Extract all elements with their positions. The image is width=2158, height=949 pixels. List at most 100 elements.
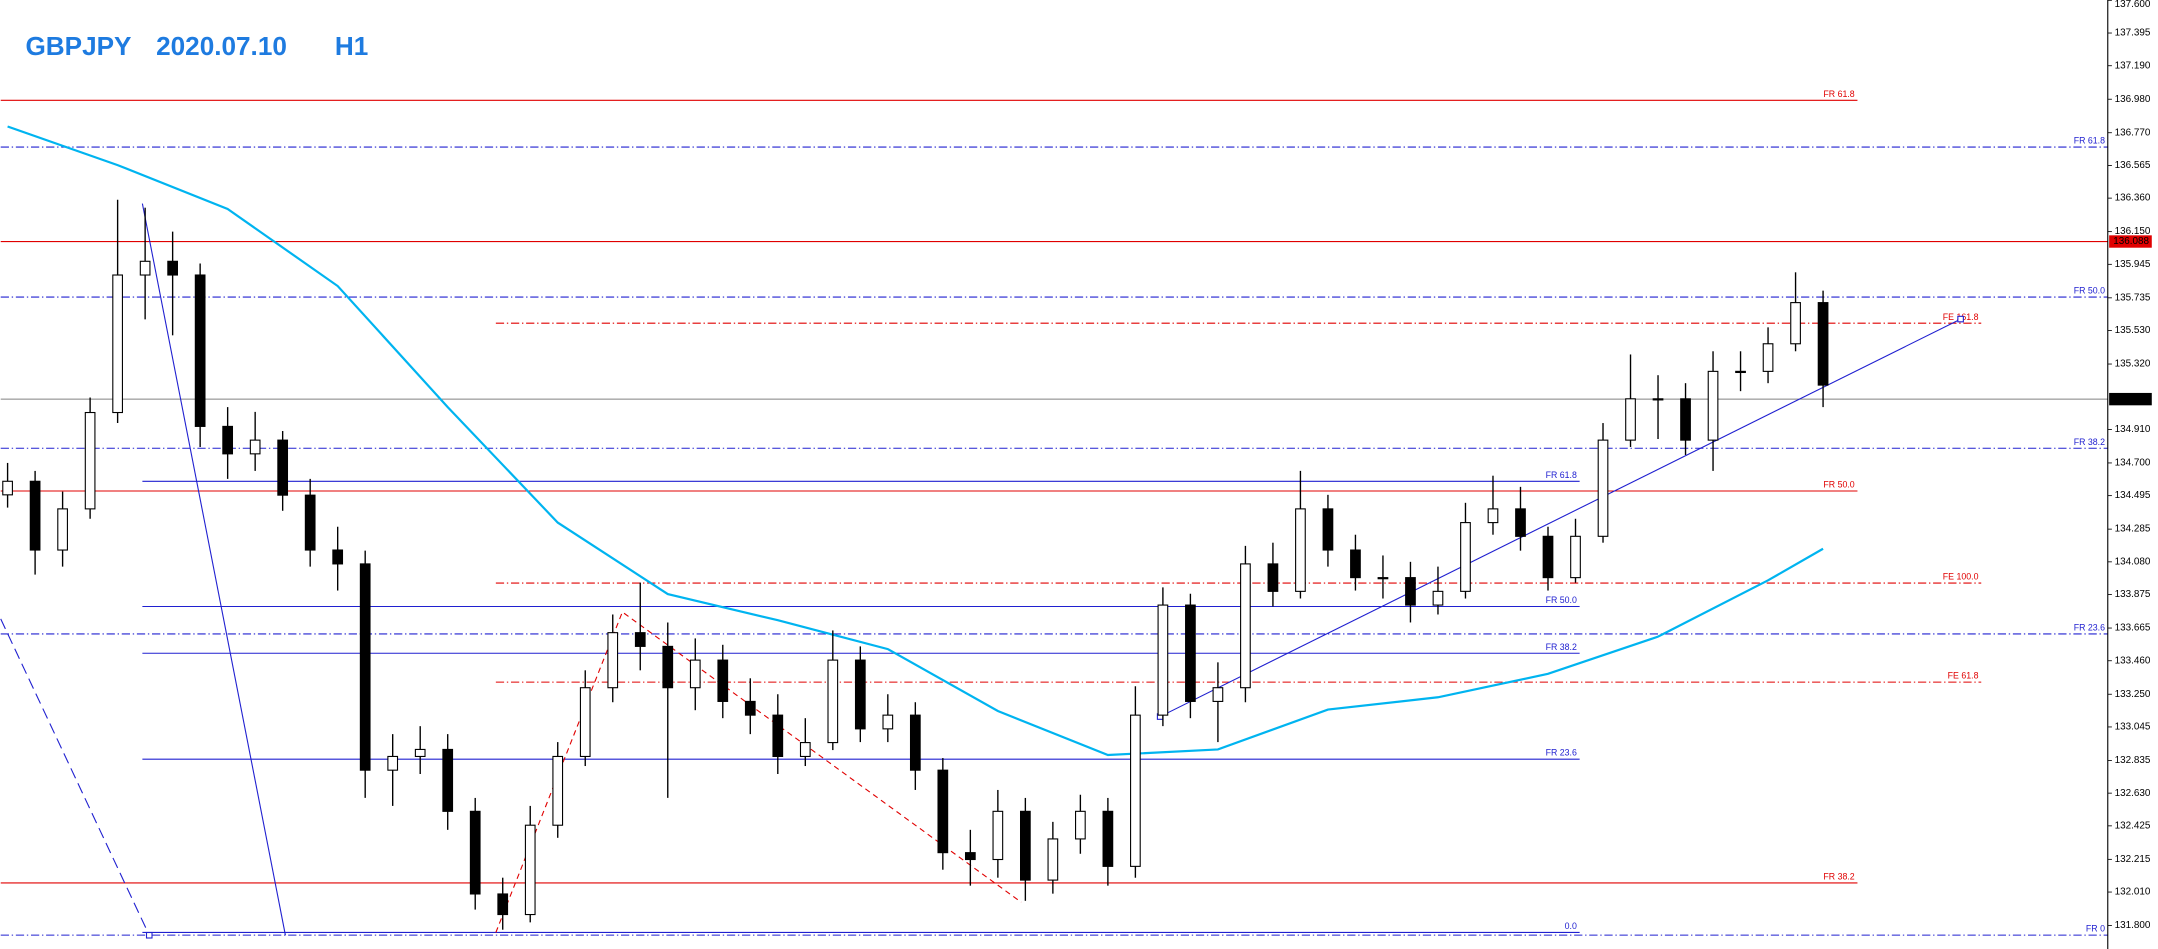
y-tick-label: 135.530 [2115,325,2151,336]
candle-body [497,893,509,916]
candle-body [1515,508,1526,537]
candle-body [1212,687,1224,702]
candle-body [524,824,536,916]
candle-body [1487,508,1499,524]
candle-body [139,260,151,276]
candle-body [1019,810,1031,881]
candle-body [827,659,839,744]
candle-body [607,632,619,689]
level-label: FR 0 [2086,924,2105,934]
anchor [145,931,153,939]
y-tick-label: 133.045 [2115,722,2151,733]
level-label: FR 38.2 [1823,872,1854,882]
level-label: FR 38.2 [1546,642,1577,652]
y-tick-label: 133.460 [2115,655,2151,666]
level-label: FR 50.0 [1823,480,1854,490]
candle-body [1102,810,1114,867]
candle-body [1350,549,1361,579]
level-label: 0.0 [1565,921,1577,931]
price-marker-label: 136.088 [2113,236,2149,247]
level-label: FR 61.8 [2074,136,2105,146]
candle-body [1735,370,1746,374]
level-label: FR 23.6 [2074,623,2105,633]
candle-body [1625,398,1636,441]
price-marker [2109,392,2152,406]
candle-body [359,563,371,771]
level-label: FR 61.8 [1823,89,1854,99]
y-tick-label: 132.215 [2115,854,2151,865]
y-tick-label: 137.600 [2115,0,2151,10]
candle-body [57,508,68,551]
candle-body [1240,563,1251,689]
y-tick-label: 137.395 [2115,28,2151,39]
moving-average [7,125,1824,757]
candle-body [414,748,426,758]
anchor [1957,315,1964,323]
y-tick-label: 136.360 [2115,193,2151,204]
candle-body [1130,714,1141,867]
candle-body [1267,563,1279,592]
level-label: FR 50.0 [1546,595,1577,605]
candle-body [1405,577,1416,606]
candle-body [579,687,591,758]
candle-body [1597,439,1609,537]
candle-body [332,549,344,565]
candle-body [112,274,123,414]
candle-body [909,714,921,771]
candle-body [1432,590,1444,606]
y-tick-label: 134.080 [2115,556,2151,567]
y-tick-label: 133.875 [2115,589,2151,600]
candle-body [29,480,41,551]
candle-body [937,769,949,854]
y-tick-label: 131.800 [2115,920,2151,931]
candle-body [2,480,13,496]
y-tick-label: 134.700 [2115,458,2151,469]
candle-body [1652,398,1664,401]
candle-body [1047,838,1059,881]
candle-body [387,755,399,771]
candle-body [1762,343,1774,372]
y-tick-label: 136.980 [2115,94,2151,105]
candle-body [1075,810,1086,840]
y-tick-label: 134.495 [2115,490,2151,501]
candle-body [1460,522,1471,592]
candle-body [662,645,674,689]
candle-body [249,439,261,455]
y-tick-label: 135.320 [2115,359,2151,370]
candle-body [799,742,811,758]
y-tick-label: 132.630 [2115,788,2151,799]
level-label: FR 23.6 [1546,748,1577,758]
y-tick-label: 136.770 [2115,127,2151,138]
candle-body [1157,604,1169,716]
candle-body [772,714,784,758]
y-tick-label: 137.190 [2115,60,2151,71]
y-tick-label: 136.565 [2115,160,2151,171]
moving-average-layer [7,125,1824,757]
candle-body [744,700,756,716]
y-tick-label: 134.910 [2115,424,2151,435]
candle-body [1377,577,1389,580]
timeframe: H1 [335,31,368,61]
symbol: GBPJPY [25,31,131,61]
candle-body [882,714,894,730]
candle-body [277,439,289,496]
candle-body [854,659,866,730]
trend-line [0,618,150,936]
candle-body [1322,508,1334,551]
candle-body [1707,370,1719,441]
candles [2,199,1829,930]
y-tick-label: 135.945 [2115,259,2151,270]
candle-body [1790,302,1801,345]
candle-body [634,632,646,647]
candle-body [304,494,316,551]
y-tick-label: 132.425 [2115,820,2151,831]
level-label: FR 38.2 [2074,437,2105,447]
y-tick-label: 133.665 [2115,623,2151,634]
y-tick-label: 135.735 [2115,292,2151,303]
candle-body [1295,508,1306,592]
candle-body [469,810,481,895]
date: 2020.07.10 [156,31,287,61]
level-label: FE 61.8 [1948,671,1979,681]
